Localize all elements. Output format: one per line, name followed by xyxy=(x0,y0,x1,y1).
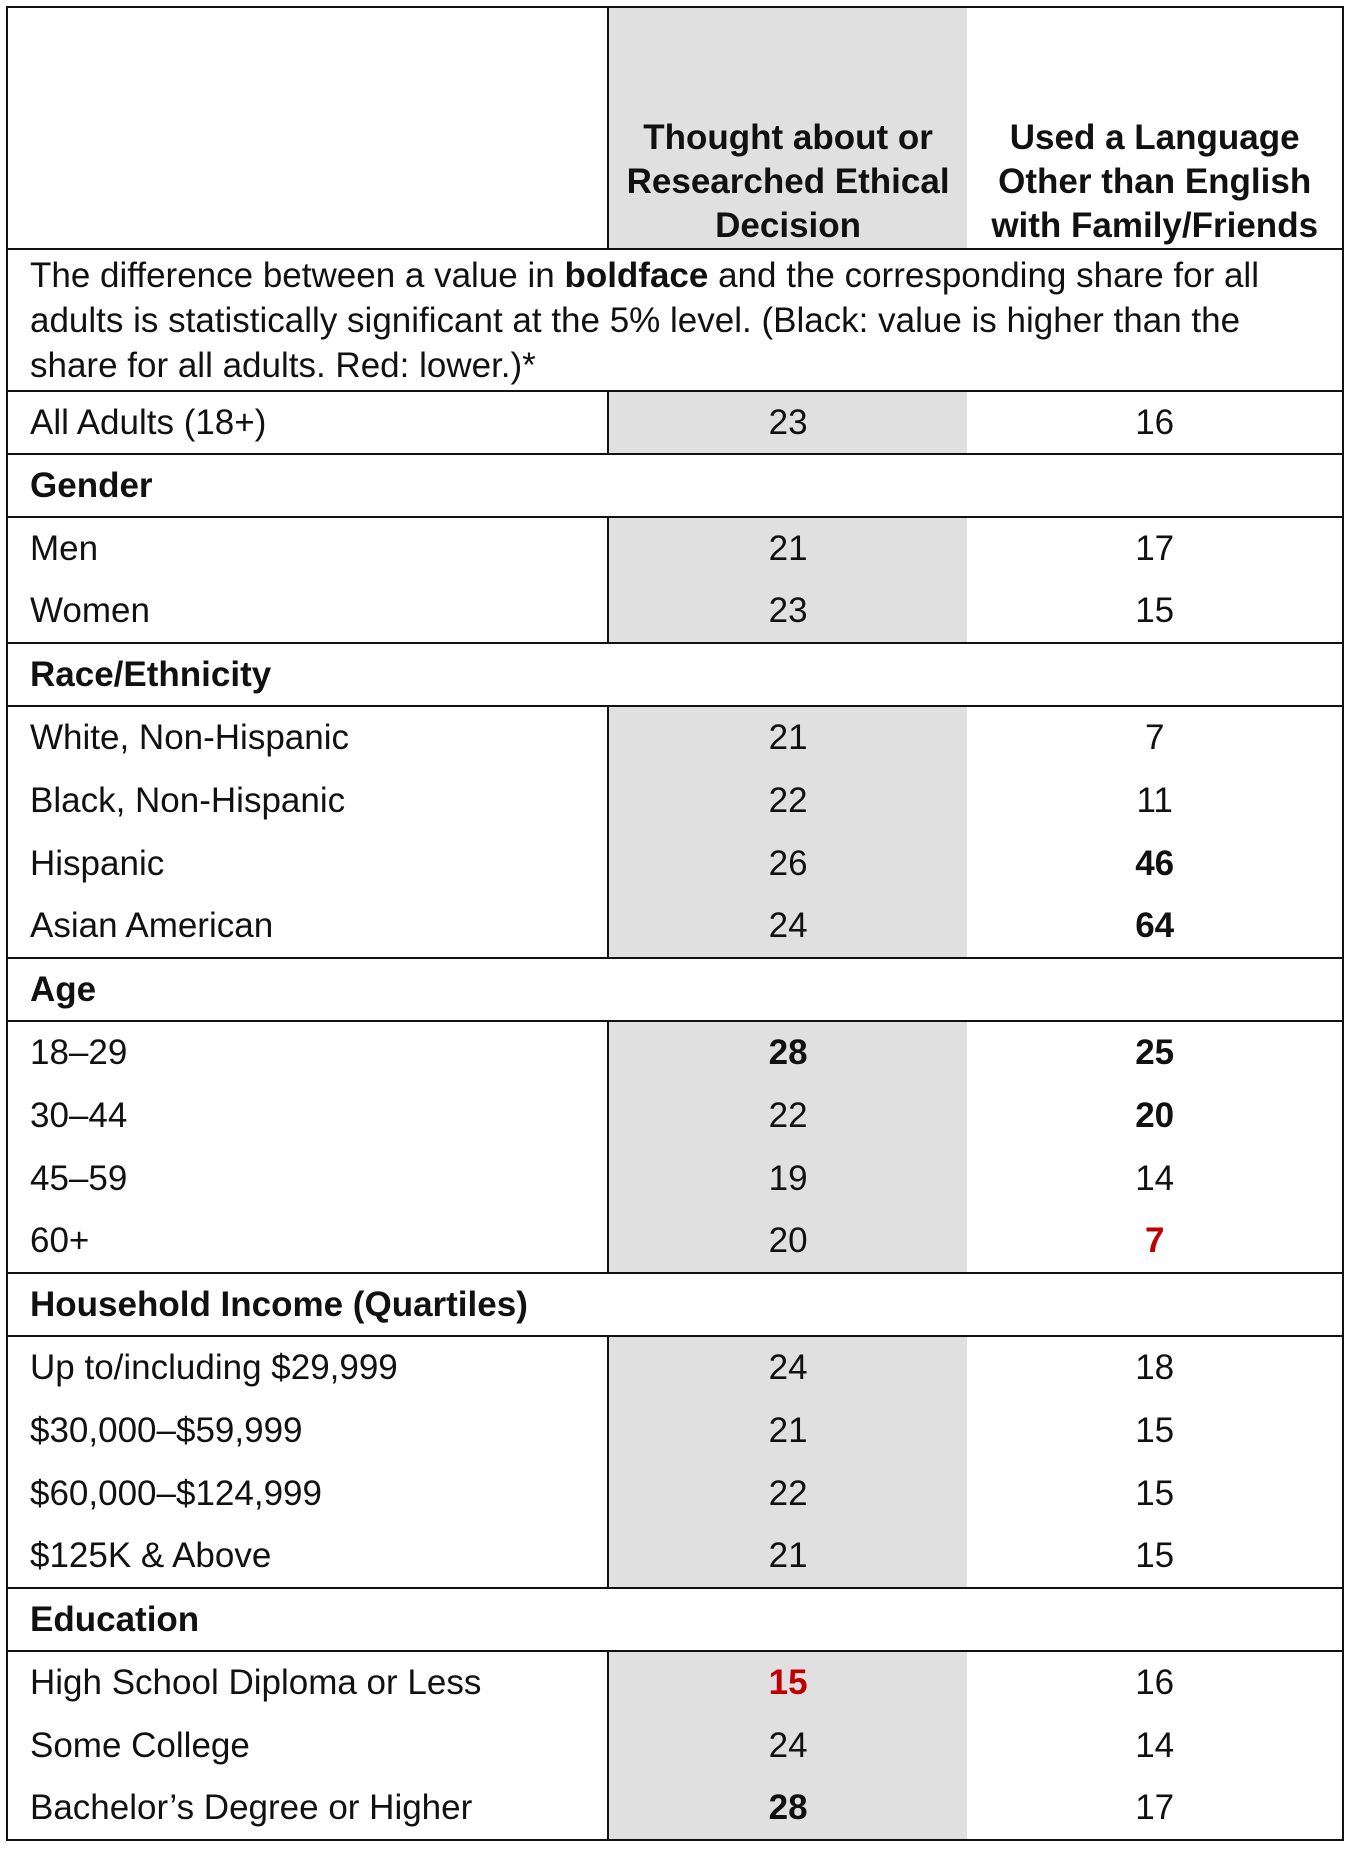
data-row: Some College 24 14 xyxy=(7,1714,1343,1777)
cell-value: 22 xyxy=(606,1084,968,1147)
section-row: Household Income (Quartiles) xyxy=(7,1273,1343,1336)
row-label: 30–44 xyxy=(30,1095,128,1135)
cell-value: 28 xyxy=(606,1777,968,1840)
cell-value: 7 xyxy=(1144,1221,1165,1260)
cell-value: 64 xyxy=(1135,906,1175,945)
row-label: Bachelor’s Degree or Higher xyxy=(30,1788,473,1827)
cell-value: 21 xyxy=(606,1399,968,1462)
cell-value: 7 xyxy=(1144,718,1165,757)
cell-value: 14 xyxy=(1135,1725,1175,1765)
row-label: $30,000–$59,999 xyxy=(30,1410,303,1450)
data-row: Asian American 24 64 xyxy=(7,895,1343,958)
table: Thought about or Researched Ethical Deci… xyxy=(6,6,1344,1841)
cell-value: 24 xyxy=(606,1336,968,1399)
data-row: Hispanic 26 46 xyxy=(7,832,1343,895)
data-row: White, Non-Hispanic 21 7 xyxy=(7,706,1343,769)
data-row: 30–44 22 20 xyxy=(7,1084,1343,1147)
cell-value: 25 xyxy=(1135,1033,1175,1072)
row-label: Some College xyxy=(30,1725,250,1765)
data-row: High School Diploma or Less 15 16 xyxy=(7,1651,1343,1714)
section-title: Age xyxy=(30,969,97,1009)
note-bold: boldface xyxy=(564,255,709,295)
cell-value: 20 xyxy=(1135,1095,1175,1135)
cell-value: 11 xyxy=(1136,780,1173,820)
section-row: Education xyxy=(7,1588,1343,1651)
section-title: Education xyxy=(30,1599,200,1639)
cell-value: 15 xyxy=(1135,591,1175,630)
section-row: Gender xyxy=(7,454,1343,517)
cell-value: 23 xyxy=(606,391,968,454)
data-row: 45–59 19 14 xyxy=(7,1147,1343,1210)
cell-value: 18 xyxy=(1135,1348,1175,1387)
cell-value: 28 xyxy=(606,1021,968,1084)
cell-value: 19 xyxy=(606,1147,968,1210)
section-row: Age xyxy=(7,958,1343,1021)
note: The difference between a value in boldfa… xyxy=(7,248,1343,391)
row-label: Hispanic xyxy=(30,843,165,883)
row-label: 45–59 xyxy=(30,1158,128,1198)
cell-value: 46 xyxy=(1135,843,1175,883)
header-blank xyxy=(7,7,608,249)
cell-value: 21 xyxy=(606,1525,968,1588)
row-label: Black, Non-Hispanic xyxy=(30,780,346,820)
cell-value: 16 xyxy=(1135,402,1175,442)
cell-value: 15 xyxy=(1135,1410,1175,1450)
note-text: The difference between a value in xyxy=(30,255,565,295)
section-title: Household Income (Quartiles) xyxy=(30,1284,528,1324)
data-row: Black, Non-Hispanic 22 11 xyxy=(7,769,1343,832)
table-body: All Adults (18+) 23 16 Gender Men 21 17 Women 23… xyxy=(7,391,1343,1840)
cell-value: 21 xyxy=(606,517,968,580)
data-row: $125K & Above 21 15 xyxy=(7,1525,1343,1588)
data-row: Women 23 15 xyxy=(7,580,1343,643)
row-label: Up to/including $29,999 xyxy=(30,1348,398,1387)
row-label: Asian American xyxy=(30,906,274,945)
cell-value: 16 xyxy=(1135,1663,1175,1702)
row-label: Men xyxy=(30,529,99,568)
data-row: All Adults (18+) 23 16 xyxy=(7,391,1343,454)
data-row: $60,000–$124,999 22 15 xyxy=(7,1462,1343,1525)
data-row: $30,000–$59,999 21 15 xyxy=(7,1399,1343,1462)
cell-value: 21 xyxy=(606,706,968,769)
cell-value: 15 xyxy=(606,1651,968,1714)
row-label: High School Diploma or Less xyxy=(30,1663,482,1702)
section-title: Race/Ethnicity xyxy=(30,654,272,694)
data-row: 18–29 28 25 xyxy=(7,1021,1343,1084)
cell-value: 17 xyxy=(1135,529,1175,568)
row-label: All Adults (18+) xyxy=(30,402,267,442)
section-row: Race/Ethnicity xyxy=(7,643,1343,706)
data-row: Bachelor’s Degree or Higher 28 17 xyxy=(7,1777,1343,1840)
cell-value: 22 xyxy=(606,769,968,832)
data-row: 60+ 20 7 xyxy=(7,1210,1343,1273)
note-text: and the corresponding share for all adul… xyxy=(30,255,1259,385)
row-label: 60+ xyxy=(30,1221,90,1260)
data-row: Men 21 17 xyxy=(7,517,1343,580)
cell-value: 15 xyxy=(1135,1536,1175,1575)
cell-value: 23 xyxy=(606,580,968,643)
section-title: Gender xyxy=(30,465,153,505)
row-label: $125K & Above xyxy=(30,1536,272,1575)
cell-value: 24 xyxy=(606,1714,968,1777)
header-row: Thought about or Researched Ethical Deci… xyxy=(7,7,1343,249)
row-label: White, Non-Hispanic xyxy=(30,718,349,757)
cell-value: 20 xyxy=(606,1210,968,1273)
cell-value: 15 xyxy=(1135,1473,1175,1513)
row-label: Women xyxy=(30,591,150,630)
cell-value: 14 xyxy=(1135,1158,1175,1198)
cell-value: 26 xyxy=(606,832,968,895)
column-header: Thought about or Researched Ethical Deci… xyxy=(606,7,968,249)
row-label: $60,000–$124,999 xyxy=(30,1473,322,1513)
column-header: Used a Language Other than English with … xyxy=(991,118,1319,245)
cell-value: 24 xyxy=(606,895,968,958)
row-label: 18–29 xyxy=(30,1033,128,1072)
cell-value: 22 xyxy=(606,1462,968,1525)
note-row: The difference between a value in boldfa… xyxy=(7,248,1343,391)
data-row: Up to/including $29,999 24 18 xyxy=(7,1336,1343,1399)
cell-value: 17 xyxy=(1135,1788,1175,1827)
